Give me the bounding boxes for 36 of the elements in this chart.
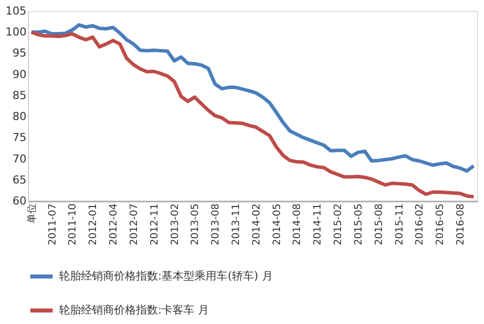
x-tick-label: 2012-07 (128, 204, 140, 246)
x-tick-label: 2016-05 (435, 204, 446, 246)
y-tick-label: 80 (12, 110, 26, 124)
x-tick-label: 2016-08 (455, 204, 466, 246)
x-tick-label: 2011-10 (68, 204, 79, 246)
x-tick-label: 2015-05 (353, 204, 364, 246)
y-tick-label: 95 (12, 46, 26, 60)
x-tick-label: 2014-05 (272, 204, 283, 246)
y-tick-label: 70 (12, 152, 26, 166)
x-tick-label: 2016-02 (414, 204, 426, 246)
line-series (30, 30, 476, 199)
x-tick-label: 2013-05 (190, 204, 202, 246)
x-tick-label: 2012-04 (108, 204, 120, 246)
x-tick-label: 2013-08 (210, 204, 222, 246)
legend-label: 轮胎经销商价格指数:基本型乘用车(轿车) 月 (59, 270, 273, 282)
x-tick-label: 2014-02 (251, 204, 262, 246)
y-tick-label: 90 (12, 68, 26, 81)
x-tick-label: 2012-11 (149, 204, 160, 246)
x-tick-label: 2015-11 (394, 204, 406, 246)
x-tick-label: 2011-07 (47, 204, 58, 246)
x-tick-label: 2013-11 (230, 204, 242, 246)
x-tick-label: 单位 (26, 204, 38, 224)
y-tick-label: 65 (12, 173, 26, 186)
x-tick-label: 2013-02 (170, 204, 181, 246)
x-tick-label: 2012-01 (88, 204, 100, 246)
x-tick-label: 2014-11 (312, 204, 324, 246)
y-tick-label: 105 (6, 4, 26, 18)
y-tick-label: 100 (6, 26, 26, 39)
y-tick-label: 75 (12, 131, 26, 144)
legend-label: 轮胎经销商价格指数:卡客车 月 (59, 304, 210, 316)
line-series (30, 23, 476, 173)
y-tick-label: 85 (12, 88, 26, 102)
x-tick-label: 2014-08 (292, 204, 304, 246)
x-tick-label: 2015-08 (374, 204, 385, 246)
y-tick-label: 60 (12, 194, 26, 208)
x-tick-label: 2015-02 (333, 204, 344, 246)
